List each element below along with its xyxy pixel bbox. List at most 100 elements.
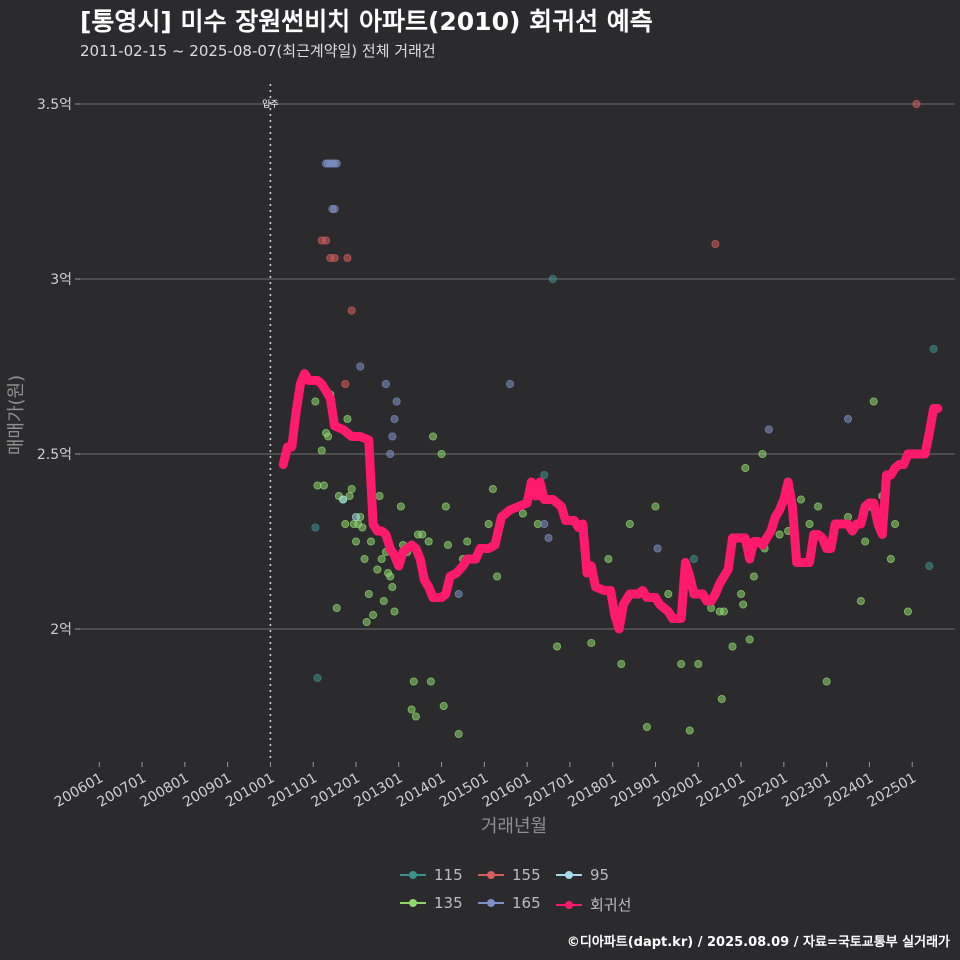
- legend-item-165: 165: [478, 894, 541, 912]
- point-135: [737, 590, 746, 599]
- point-135: [822, 677, 831, 686]
- point-135: [484, 520, 493, 529]
- point-135: [375, 491, 384, 500]
- point-135: [739, 600, 748, 609]
- point-95: [351, 513, 360, 522]
- point-135: [409, 677, 418, 686]
- point-165: [332, 159, 341, 168]
- legend-swatch: [556, 898, 582, 912]
- point-135: [311, 397, 320, 406]
- point-135: [341, 520, 350, 529]
- point-135: [664, 590, 673, 599]
- point-135: [719, 607, 728, 616]
- point-155: [341, 379, 350, 388]
- point-135: [428, 432, 437, 441]
- legend-label: 95: [590, 866, 610, 884]
- regression-line: [278, 369, 943, 634]
- move-in-label: 입주: [262, 98, 279, 110]
- y-tick-label: 2억: [50, 622, 72, 638]
- legend-swatch: [400, 896, 426, 910]
- point-165: [454, 590, 463, 599]
- point-135: [373, 565, 382, 574]
- point-135: [388, 583, 397, 592]
- point-135: [366, 537, 375, 546]
- gridlines: [80, 103, 955, 630]
- point-135: [728, 642, 737, 651]
- point-135: [390, 607, 399, 616]
- point-135: [386, 572, 395, 581]
- point-155: [330, 253, 339, 262]
- point-165: [388, 432, 397, 441]
- point-135: [775, 530, 784, 539]
- legend-item-135: 135: [400, 894, 463, 912]
- point-165: [381, 379, 390, 388]
- point-135: [651, 502, 660, 511]
- y-tick-label: 3.5억: [37, 97, 72, 113]
- legend-label: 회귀선: [590, 896, 632, 914]
- x-tick-label: 202501: [865, 770, 919, 811]
- point-155: [343, 253, 352, 262]
- point-135: [424, 537, 433, 546]
- point-165: [330, 204, 339, 213]
- point-135: [343, 414, 352, 423]
- legend-label: 165: [512, 894, 541, 912]
- point-165: [386, 449, 395, 458]
- legend-label: 115: [434, 866, 463, 884]
- footer-credit: ©디아파트(dapt.kr) / 2025.08.09 / 자료=국토교통부 실…: [566, 935, 950, 950]
- scatter-points: [311, 100, 938, 739]
- legend-item-115: 115: [400, 866, 463, 884]
- point-135: [493, 572, 502, 581]
- point-135: [642, 723, 651, 732]
- legend-swatch: [556, 868, 582, 882]
- point-135: [758, 449, 767, 458]
- point-135: [685, 726, 694, 735]
- point-155: [912, 100, 921, 109]
- point-95: [339, 495, 348, 504]
- point-165: [764, 425, 773, 434]
- point-155: [347, 306, 356, 315]
- point-135: [677, 660, 686, 669]
- move-in-marker: 입주: [262, 84, 279, 762]
- point-115: [540, 470, 549, 479]
- y-axis-title: 매매가(원): [6, 375, 27, 455]
- x-axis-title: 거래년월: [481, 816, 547, 837]
- point-135: [694, 660, 703, 669]
- point-135: [379, 597, 388, 606]
- point-165: [506, 379, 515, 388]
- point-135: [717, 695, 726, 704]
- y-tick-label: 2.5억: [37, 447, 72, 463]
- point-135: [553, 642, 562, 651]
- point-135: [891, 520, 900, 529]
- point-135: [749, 572, 758, 581]
- point-155: [711, 239, 720, 248]
- point-165: [844, 414, 853, 423]
- point-135: [345, 491, 354, 500]
- point-135: [319, 481, 328, 490]
- point-115: [689, 555, 698, 564]
- point-165: [653, 544, 662, 553]
- point-135: [856, 597, 865, 606]
- point-135: [364, 590, 373, 599]
- chart-subtitle: 2011-02-15 ~ 2025-08-07(최근계약일) 전체 거래건: [80, 42, 436, 60]
- point-135: [604, 555, 613, 564]
- point-135: [488, 484, 497, 493]
- point-115: [925, 562, 934, 571]
- point-135: [426, 677, 435, 686]
- legend-swatch: [478, 896, 504, 910]
- point-165: [392, 397, 401, 406]
- point-135: [332, 604, 341, 613]
- point-135: [443, 541, 452, 550]
- point-135: [518, 509, 527, 518]
- legend-swatch: [478, 868, 504, 882]
- point-115: [311, 523, 320, 532]
- point-135: [418, 530, 427, 539]
- point-135: [463, 537, 472, 546]
- point-115: [313, 674, 322, 683]
- point-135: [741, 463, 750, 472]
- point-135: [441, 502, 450, 511]
- legend-label: 135: [434, 894, 463, 912]
- point-115: [548, 274, 557, 283]
- point-135: [745, 635, 754, 644]
- point-165: [544, 534, 553, 543]
